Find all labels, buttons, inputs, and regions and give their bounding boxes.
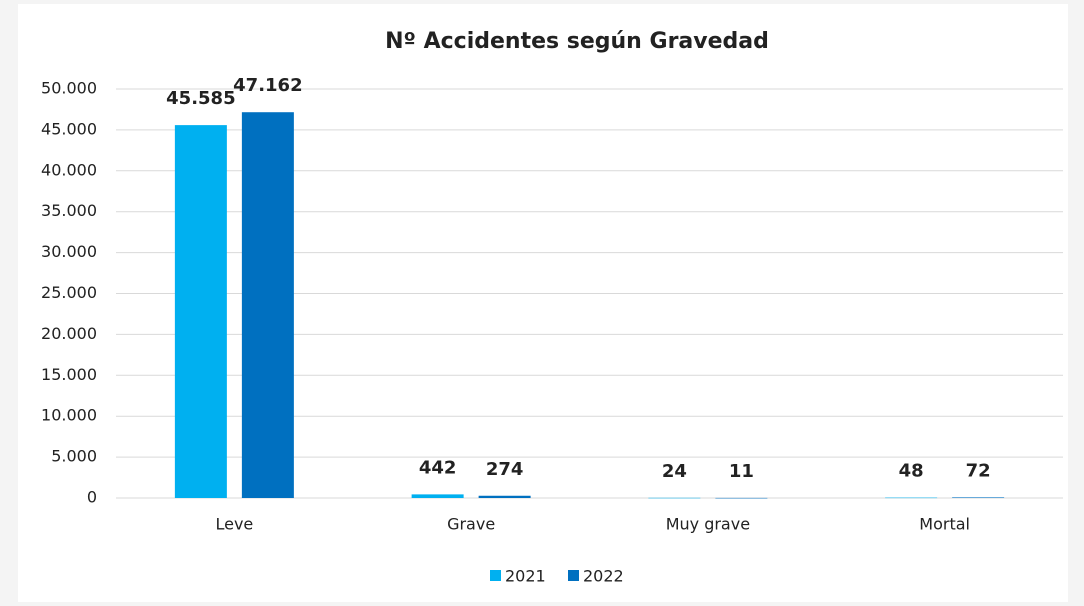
- y-tick-label: 0: [87, 488, 97, 507]
- bar: [885, 497, 938, 499]
- legend-label: 2022: [583, 567, 624, 586]
- x-tick-label: Mortal: [919, 515, 970, 534]
- data-label: 442: [419, 457, 457, 478]
- x-tick-label: Muy grave: [666, 515, 750, 534]
- bar: [174, 125, 227, 499]
- bar: [648, 497, 701, 499]
- x-tick-label: Leve: [215, 515, 253, 534]
- y-tick-label: 40.000: [41, 160, 97, 179]
- legend-swatch: [568, 570, 579, 581]
- legend-label: 2021: [505, 567, 546, 586]
- data-label: 45.585: [166, 88, 235, 109]
- bar: [715, 497, 768, 499]
- y-tick-label: 30.000: [41, 242, 97, 261]
- data-label: 274: [486, 459, 524, 480]
- bar: [411, 494, 464, 498]
- bar: [952, 497, 1005, 498]
- data-label: 48: [899, 461, 924, 482]
- y-tick-label: 5.000: [51, 447, 97, 466]
- bar: [241, 112, 294, 498]
- data-label: 72: [966, 460, 991, 481]
- y-tick-label: 10.000: [41, 406, 97, 425]
- y-tick-label: 20.000: [41, 324, 97, 343]
- y-tick-label: 25.000: [41, 283, 97, 302]
- data-label: 11: [729, 461, 754, 482]
- bar: [478, 495, 531, 498]
- data-label: 47.162: [233, 75, 302, 96]
- y-tick-label: 35.000: [41, 201, 97, 220]
- y-tick-label: 15.000: [41, 365, 97, 384]
- legend-swatch: [490, 570, 501, 581]
- data-label: 24: [662, 461, 687, 482]
- x-tick-label: Grave: [447, 515, 495, 534]
- y-tick-label: 50.000: [41, 79, 97, 98]
- y-tick-label: 45.000: [41, 119, 97, 138]
- chart-title: Nº Accidentes según Gravedad: [385, 29, 769, 54]
